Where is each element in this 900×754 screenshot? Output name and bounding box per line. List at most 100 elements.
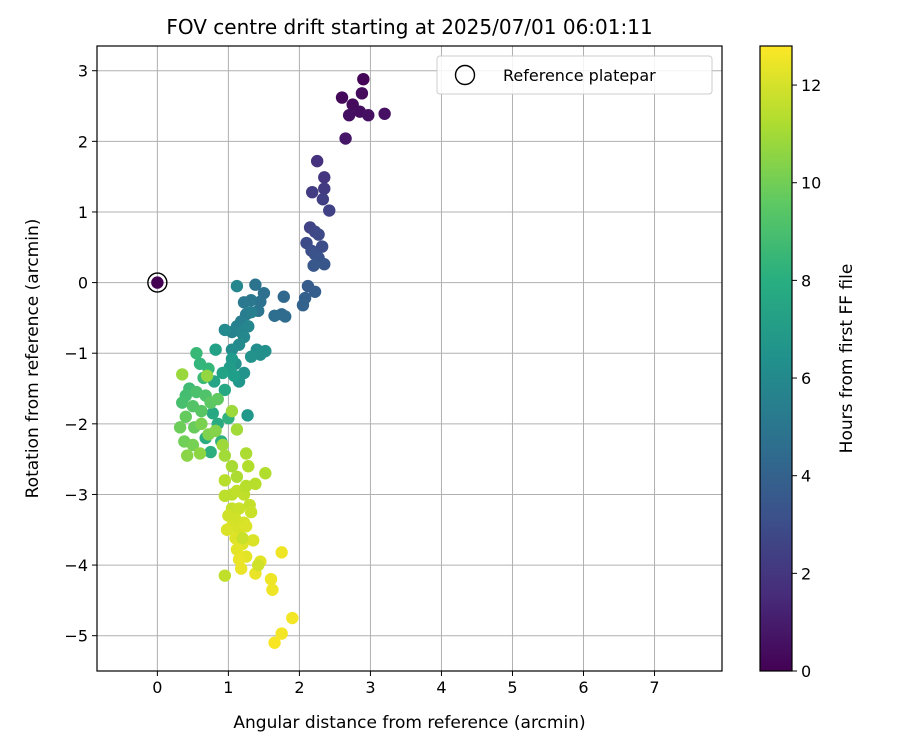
data-point (218, 489, 232, 503)
data-point (249, 477, 262, 491)
legend-box (436, 55, 713, 95)
data-point (279, 310, 292, 323)
data-point (355, 87, 369, 100)
data-point (173, 421, 187, 434)
data-point (339, 132, 352, 145)
data-point (275, 546, 288, 559)
y-tick-label: −1 (64, 344, 88, 363)
y-tick-label: −3 (64, 485, 88, 504)
data-point (259, 467, 272, 480)
data-point (316, 193, 330, 206)
data-point (244, 306, 258, 319)
data-point (230, 543, 244, 556)
data-point (211, 392, 224, 406)
x-tick-label: 5 (507, 678, 517, 697)
data-point (244, 505, 258, 519)
chart-title: FOV centre drift starting at 2025/07/01 … (166, 15, 652, 39)
data-point (230, 470, 244, 483)
data-point (220, 523, 234, 536)
colorbar-tick-label: 4 (801, 467, 811, 486)
y-tick-label: 2 (78, 132, 88, 151)
data-point (232, 502, 246, 515)
data-point (318, 171, 331, 184)
data-point (312, 228, 325, 241)
x-tick-label: 6 (578, 678, 588, 697)
data-point (209, 343, 222, 356)
data-point (342, 109, 356, 122)
data-point (335, 91, 349, 104)
y-axis-label: Rotation from reference (arcmin) (23, 219, 43, 499)
data-point (237, 296, 251, 309)
colorbar-ticks: 0 2 4 6 8 10 12 (792, 76, 821, 681)
data-point (218, 569, 232, 582)
x-axis-label: Angular distance from reference (arcmin) (233, 713, 585, 733)
colorbar-tick-label: 10 (801, 174, 821, 193)
reference-point (151, 276, 164, 289)
data-point (318, 182, 331, 195)
x-tick-label: 0 (152, 678, 162, 697)
data-point (239, 447, 253, 460)
data-point (268, 636, 281, 649)
y-tick-label: 3 (78, 62, 88, 81)
data-point (357, 72, 370, 86)
data-point (308, 285, 322, 298)
y-tick-label: −2 (64, 415, 88, 434)
data-point (176, 368, 189, 381)
data-point (268, 309, 281, 322)
data-point (242, 320, 255, 333)
colorbar-tick-label: 6 (801, 369, 811, 388)
x-tick-label: 4 (436, 678, 446, 697)
data-point (230, 423, 244, 436)
data-point (239, 479, 253, 493)
data-point (310, 154, 324, 168)
data-point (209, 424, 222, 438)
data-point (186, 438, 200, 452)
data-point (307, 259, 320, 272)
legend-label: Reference platepar (503, 66, 656, 85)
data-point (218, 474, 232, 487)
colorbar-label: Hours from first FF file (837, 264, 857, 454)
data-point (176, 396, 189, 409)
data-point (244, 350, 258, 363)
data-point (225, 459, 239, 473)
data-point (249, 278, 262, 291)
data-point (239, 520, 253, 533)
y-tick-label: −4 (64, 556, 88, 575)
y-tick-label: −5 (64, 627, 88, 646)
legend: Reference platepar (436, 55, 713, 95)
colorbar: 0 2 4 6 8 10 12 Hours from first FF file (759, 45, 857, 681)
data-point (230, 279, 244, 293)
data-point (225, 343, 239, 356)
y-tick-label: 1 (78, 203, 88, 222)
colorbar-tick-label: 2 (801, 564, 811, 583)
data-point (180, 449, 194, 462)
data-point (227, 369, 241, 383)
data-point (218, 323, 232, 337)
data-point (296, 298, 310, 312)
data-point (266, 583, 279, 596)
reference-platepar-marker (147, 272, 168, 293)
y-tick-label: 0 (78, 274, 88, 293)
data-point (234, 562, 248, 575)
colorbar-gradient (759, 45, 793, 672)
colorbar-tick-label: 8 (801, 271, 811, 290)
colorbar-tick-label: 12 (801, 76, 821, 95)
data-point (318, 258, 331, 271)
data-point (206, 407, 219, 420)
x-tick-label: 2 (294, 678, 304, 697)
plot-frame (96, 45, 723, 672)
data-point (179, 410, 192, 423)
data-point (225, 404, 239, 418)
data-point (242, 459, 255, 473)
legend-marker-open-circle (454, 64, 476, 86)
data-point (378, 107, 391, 120)
colorbar-tick-label: 0 (801, 662, 811, 681)
data-point (193, 447, 207, 460)
data-point (264, 572, 278, 586)
data-point (200, 369, 214, 383)
axis-ticks: 0 1 2 3 4 5 6 7 −5 −4 −3 −2 −1 0 1 2 3 (64, 62, 659, 697)
data-point (323, 204, 336, 217)
data-point (218, 449, 232, 462)
data-point (286, 611, 299, 625)
